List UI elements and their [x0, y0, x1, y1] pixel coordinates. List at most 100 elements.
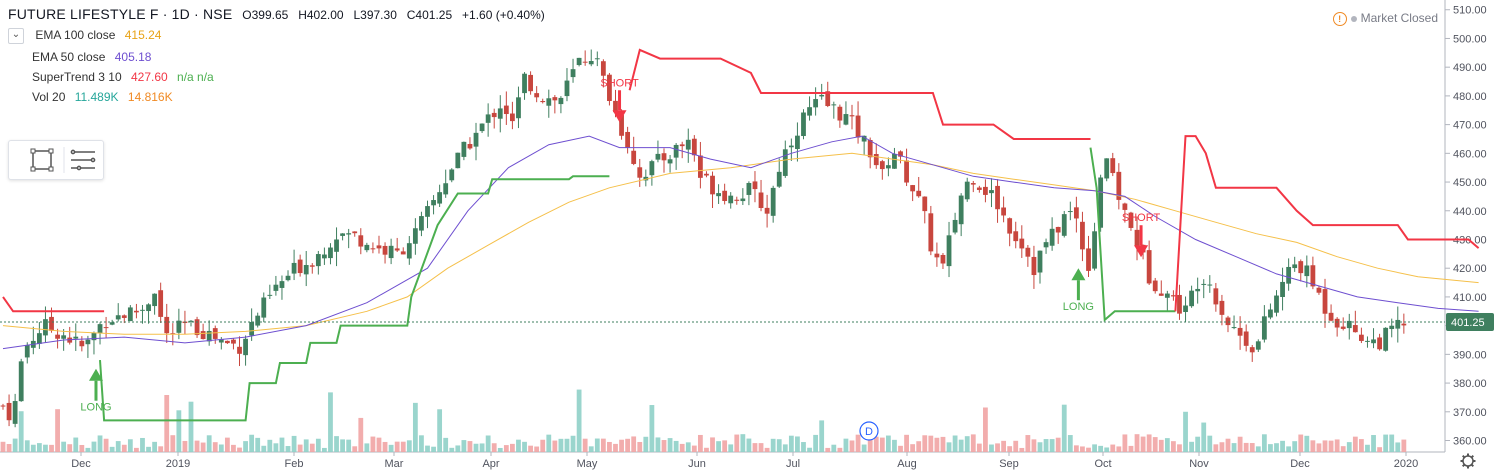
volume-bar: [679, 443, 685, 452]
volume-bar: [243, 441, 248, 452]
candle-body: [1177, 294, 1182, 314]
volume-bar: [146, 446, 151, 452]
last-price-label: 401.25: [1451, 317, 1485, 329]
volume-bar: [449, 447, 455, 452]
candle-body: [255, 315, 261, 326]
volume-bar: [97, 435, 103, 452]
volume-bar: [358, 417, 364, 452]
candle-body: [1110, 158, 1116, 174]
ohlc-close: C401.25: [406, 8, 453, 22]
candle-body: [1067, 211, 1073, 213]
volume-bar: [73, 437, 79, 452]
candle-body: [1274, 295, 1279, 313]
settings-gear-icon[interactable]: [1460, 453, 1476, 469]
volume-bar: [419, 435, 424, 452]
candle-body: [631, 150, 637, 164]
candle-body: [127, 307, 133, 322]
signal-label: SHORT: [600, 77, 639, 89]
candle-body: [716, 193, 721, 197]
volume-bar: [552, 440, 558, 452]
warning-icon: !: [1332, 11, 1347, 26]
candle-body: [315, 254, 321, 267]
volume-bar: [1195, 436, 1201, 452]
chevron-icon[interactable]: ⌄: [8, 28, 24, 44]
y-tick-label: 470.00: [1453, 120, 1487, 132]
volume-bar: [1334, 439, 1340, 452]
indicator-ema50[interactable]: EMA 50 close 405.18: [8, 50, 545, 64]
rectangle-tool-icon[interactable]: [30, 148, 54, 172]
volume-bar: [1346, 442, 1352, 452]
candle-body: [558, 97, 564, 105]
volume-bar: [613, 443, 618, 452]
candle-body: [1213, 288, 1219, 305]
candle-body: [795, 135, 800, 150]
candle-body: [1225, 317, 1231, 326]
volume-bar: [582, 438, 588, 452]
dividend-circle: [859, 421, 879, 441]
candle-body: [1401, 323, 1407, 326]
volume-bar: [873, 436, 879, 452]
supertrend-up-line: [1089, 147, 1176, 322]
indicator-supertrend[interactable]: SuperTrend 3 10 427.60 n/a n/a: [8, 70, 545, 84]
candle-body: [1298, 261, 1304, 274]
candle-body: [655, 153, 661, 160]
candle-body: [552, 97, 558, 101]
candle-body: [91, 332, 97, 341]
volume-bar: [1098, 445, 1104, 452]
volume-bar: [952, 435, 958, 452]
candle-body: [473, 132, 479, 147]
candle-body: [885, 165, 891, 169]
candle-body: [1316, 287, 1322, 293]
candle-body: [964, 181, 970, 200]
volume-bar: [1231, 443, 1237, 452]
arrow-shaft: [1139, 225, 1143, 246]
candle-body: [1092, 231, 1097, 269]
volume-bar: [1116, 446, 1122, 452]
volume-bar: [691, 445, 697, 452]
volume-bar: [594, 438, 600, 452]
candle-body: [449, 169, 455, 181]
drawing-toolbox: [8, 140, 104, 180]
volume-bar: [121, 444, 127, 452]
candle-body: [152, 293, 158, 307]
candle-body: [485, 114, 491, 123]
candle-body: [855, 115, 861, 138]
x-tick-label: Jul: [786, 458, 800, 470]
candle-body: [0, 405, 6, 407]
candle-body: [36, 333, 42, 344]
volume-bar: [1243, 442, 1249, 452]
price-axis[interactable]: 510.00 500.00 490.00 480.00 470.00 460.00 450.…: [1444, 0, 1487, 452]
candle-body: [1104, 158, 1110, 179]
volume-bar: [1292, 441, 1298, 452]
volume-bar: [224, 437, 230, 452]
volume-bar: [1352, 436, 1358, 452]
volume-bar: [1061, 404, 1067, 452]
candle-body: [1231, 327, 1237, 329]
volume-bar: [1268, 444, 1273, 452]
candle-body: [109, 322, 115, 325]
candle-body: [1280, 281, 1285, 297]
ema100-line: [2, 152, 1479, 335]
indicator-volume[interactable]: Vol 20 11.489K 14.816K: [8, 90, 545, 104]
menu-lines-icon[interactable]: [70, 149, 96, 171]
candle-body: [1340, 326, 1346, 329]
volume-bar: [1310, 440, 1316, 452]
volume-bar: [770, 438, 776, 452]
indicator-ema100[interactable]: ⌄ EMA 100 close 415.24: [8, 28, 545, 44]
candle-body: [12, 401, 18, 424]
candle-body: [582, 61, 588, 63]
candle-body: [667, 159, 673, 164]
candle-body: [1359, 334, 1364, 341]
dividend-icon[interactable]: D: [859, 421, 879, 441]
volume-bar: [758, 443, 764, 452]
volume-bar: [158, 446, 164, 452]
candle-body: [103, 327, 109, 329]
price-change: +1.60 (+0.40%): [462, 8, 545, 22]
volume-bar: [1055, 437, 1061, 452]
volume-bar: [115, 441, 121, 452]
volume-bar: [43, 444, 48, 452]
volume-bar: [176, 410, 182, 452]
candle-body: [334, 239, 339, 252]
candle-body: [188, 320, 194, 322]
